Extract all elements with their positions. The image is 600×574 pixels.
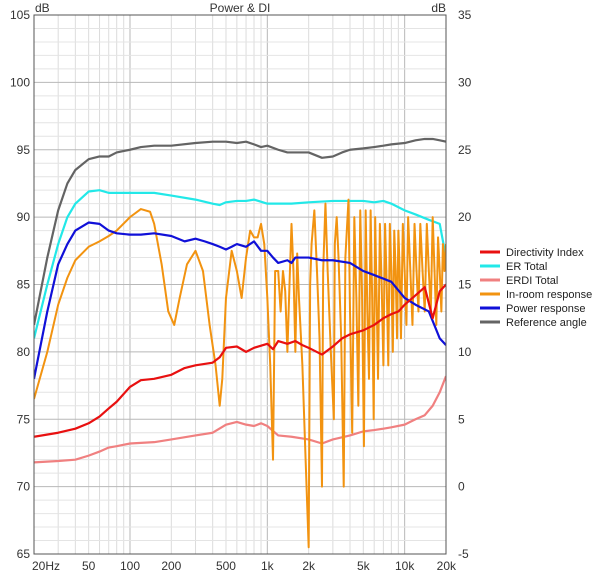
series-line-directivity-index — [34, 283, 446, 438]
y-tick-label-right: 25 — [458, 143, 472, 157]
plot-frame — [33, 14, 447, 555]
y-tick-label-right: 15 — [458, 278, 472, 292]
x-tick-label: 500 — [216, 559, 236, 573]
series-line-reference-angle — [34, 137, 446, 326]
y-tick-label-left: 95 — [17, 143, 31, 157]
x-tick-label: 50 — [82, 559, 96, 573]
grid — [33, 14, 447, 555]
y-tick-label-left: 100 — [10, 75, 30, 89]
y-tick-label-left: 70 — [17, 480, 31, 494]
x-tick-label: 5k — [357, 559, 371, 573]
legend-label: Power response — [506, 303, 586, 315]
series-line-in-room-response — [34, 198, 446, 549]
x-tick-label: 100 — [120, 559, 140, 573]
x-tick-label: 10k — [395, 559, 415, 573]
legend-label: In-room response — [506, 289, 592, 301]
series-line-erdi-total — [34, 375, 446, 464]
x-tick-label: 2k — [302, 559, 316, 573]
y-tick-label-left: 90 — [17, 210, 31, 224]
legend-label: ER Total — [506, 261, 547, 273]
y-tick-label-right: -5 — [458, 547, 469, 561]
y-tick-label-left: 75 — [17, 412, 31, 426]
x-tick-label: 200 — [161, 559, 181, 573]
y-tick-label-right: 0 — [458, 480, 465, 494]
x-tick-label: 20Hz — [32, 559, 60, 573]
legend: Directivity Index ER Total ERDI Total In-ro… — [480, 247, 592, 329]
x-tick-label: 1k — [261, 559, 275, 573]
y-tick-label-right: 35 — [458, 8, 472, 22]
legend-label: Reference angle — [506, 317, 587, 329]
chart-title: Power & DI — [210, 1, 271, 15]
axis-labels: 65 70 75 80 85 90 95 100 105 -5 0 5 10 15 20 25 30 35 20Hz… — [10, 8, 472, 573]
series-line-power-response — [34, 221, 446, 380]
y-tick-label-left: 85 — [17, 278, 31, 292]
y-tick-label-left: 65 — [17, 547, 31, 561]
series-line-er-total — [34, 189, 446, 339]
y-tick-label-left: 105 — [10, 8, 30, 22]
y-tick-label-right: 5 — [458, 412, 465, 426]
y-tick-label-right: 30 — [458, 75, 472, 89]
y-tick-label-left: 80 — [17, 345, 31, 359]
legend-label: ERDI Total — [506, 275, 558, 287]
y-tick-label-right: 10 — [458, 345, 472, 359]
legend-label: Directivity Index — [506, 247, 584, 259]
series-lines — [34, 137, 446, 549]
y-tick-label-right: 20 — [458, 210, 472, 224]
right-axis-unit: dB — [431, 1, 446, 15]
x-tick-label: 20k — [437, 559, 457, 573]
left-axis-unit: dB — [35, 1, 50, 15]
